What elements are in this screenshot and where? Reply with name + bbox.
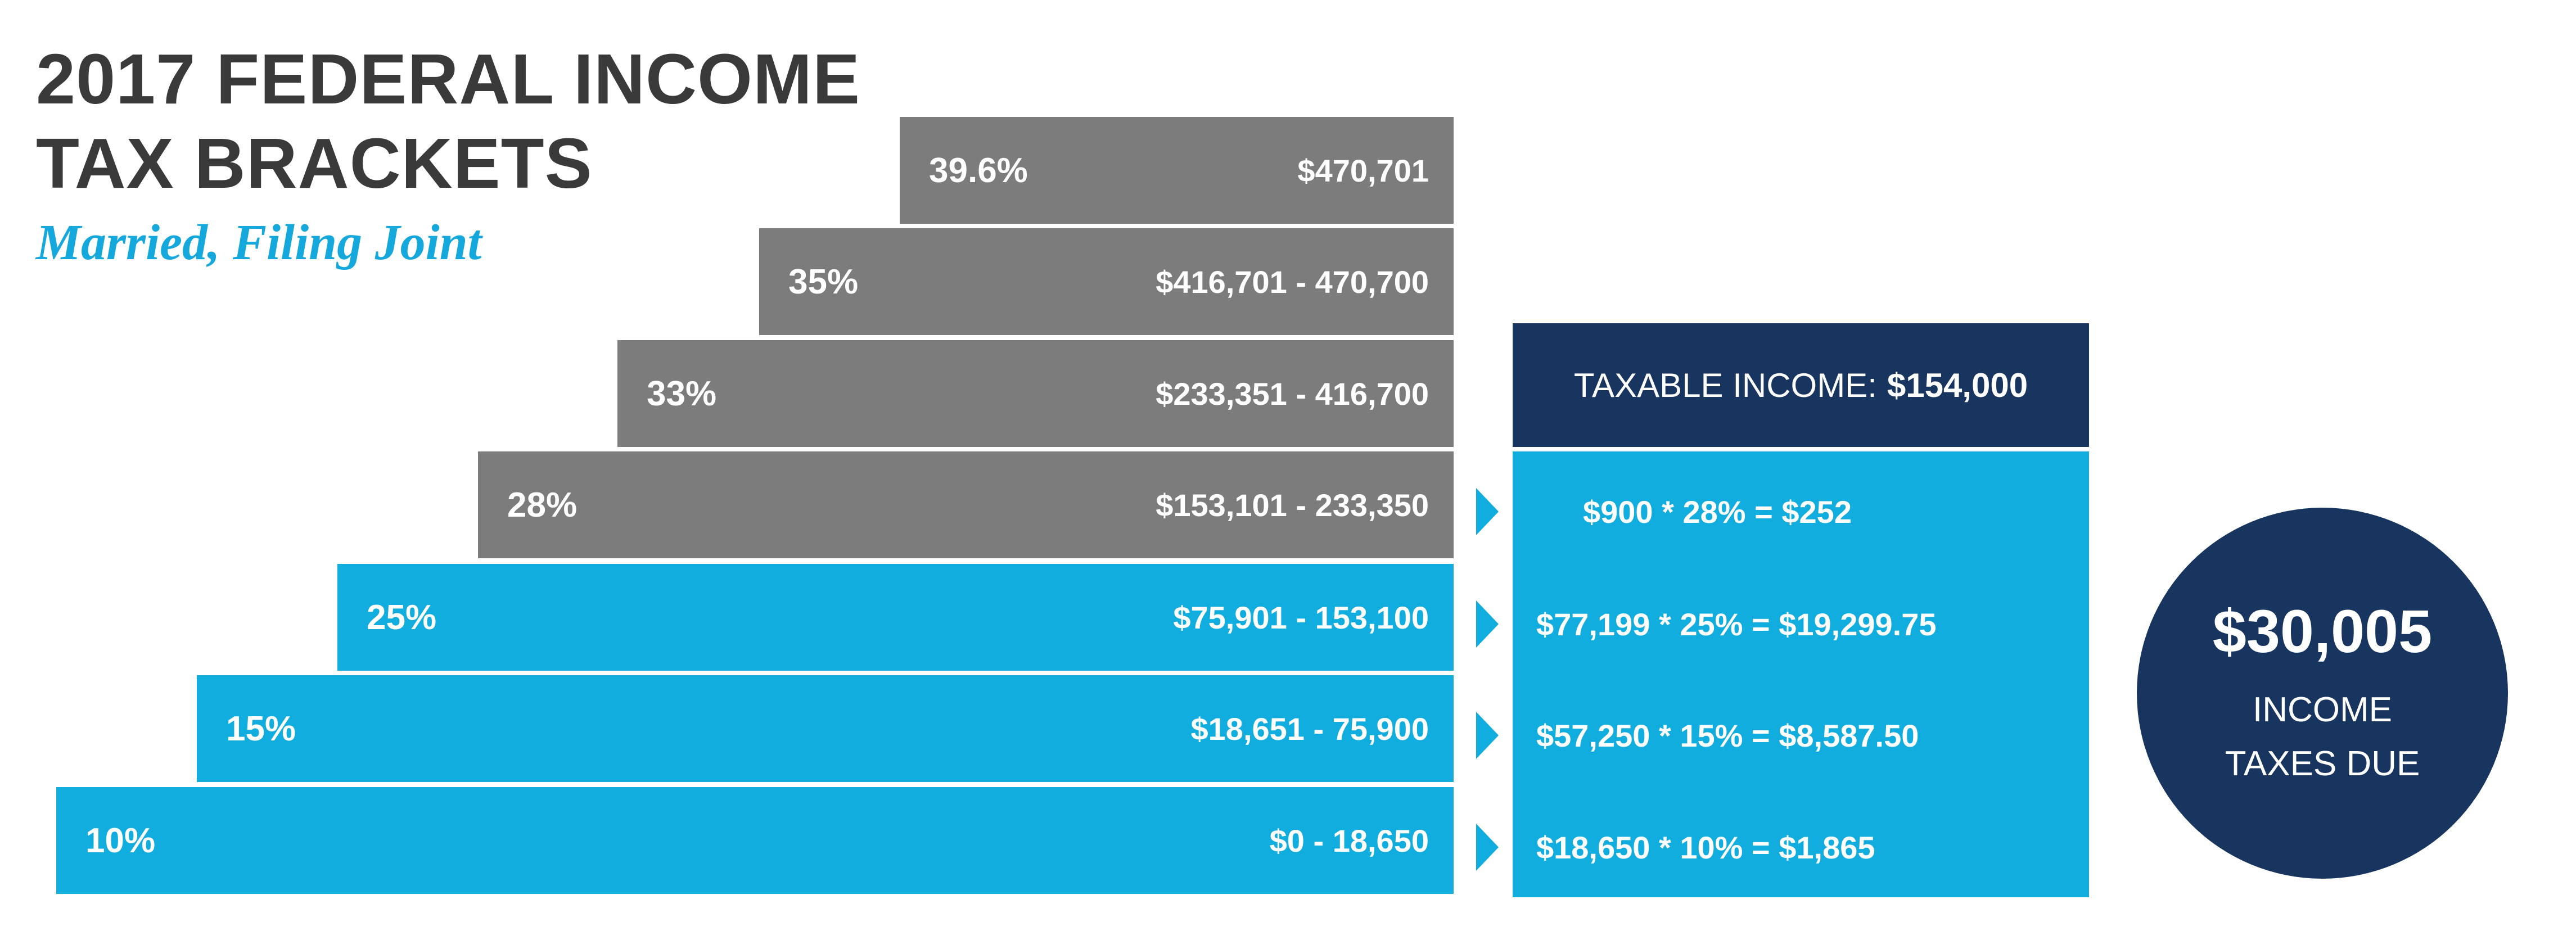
bracket-10: 10% $0 - 18,650 bbox=[56, 787, 1454, 894]
taxable-income-header: TAXABLE INCOME: $154,000 bbox=[1513, 323, 2089, 447]
bracket-15: 15% $18,651 - 75,900 bbox=[197, 675, 1454, 782]
arrow-right-icon bbox=[1476, 488, 1499, 535]
bracket-range: $0 - 18,650 bbox=[1269, 822, 1429, 858]
calculation-25: $77,199 * 25% = $19,299.75 bbox=[1536, 607, 1937, 642]
taxable-income-amount: $154,000 bbox=[1887, 366, 2028, 404]
bracket-rate: 33% bbox=[647, 374, 717, 413]
bracket-33: 33% $233,351 - 416,700 bbox=[617, 340, 1454, 447]
total-label-line-2: TAXES DUE bbox=[2225, 744, 2420, 783]
bracket-range: $75,901 - 153,100 bbox=[1173, 599, 1429, 635]
bracket-rate: 35% bbox=[788, 262, 859, 301]
title-line-2: TAX BRACKETS bbox=[36, 124, 593, 203]
bracket-range: $18,651 - 75,900 bbox=[1190, 711, 1429, 747]
bracket-range: $153,101 - 233,350 bbox=[1156, 487, 1429, 523]
arrow-right-icon bbox=[1476, 824, 1499, 871]
calculation-15: $57,250 * 15% = $8,587.50 bbox=[1536, 718, 1919, 753]
bracket-rate: 28% bbox=[507, 485, 578, 525]
bracket-range: $233,351 - 416,700 bbox=[1156, 376, 1429, 412]
calculation-10: $18,650 * 10% = $1,865 bbox=[1536, 830, 1875, 865]
total-taxes-amount: $30,005 bbox=[2212, 596, 2433, 665]
subtitle: Married, Filing Joint bbox=[36, 215, 482, 270]
bracket-rate: 39.6% bbox=[929, 151, 1028, 190]
bracket-rate: 10% bbox=[85, 821, 156, 860]
calculation-panel bbox=[1513, 451, 2089, 897]
bracket-35: 35% $416,701 - 470,700 bbox=[759, 228, 1454, 335]
total-label-line-1: INCOME bbox=[2253, 690, 2392, 729]
bracket-39-6: 39.6% $470,701 bbox=[900, 117, 1454, 224]
bracket-rate: 25% bbox=[367, 598, 437, 637]
page-title: 2017 FEDERAL INCOME TAX BRACKETS bbox=[36, 37, 860, 206]
bracket-rate: 15% bbox=[226, 709, 296, 748]
total-taxes-circle: $30,005 INCOME TAXES DUE bbox=[2137, 508, 2508, 879]
taxable-income-label: TAXABLE INCOME: bbox=[1573, 366, 1877, 404]
bracket-25: 25% $75,901 - 153,100 bbox=[337, 564, 1454, 671]
title-line-1: 2017 FEDERAL INCOME bbox=[36, 39, 861, 119]
bracket-range: $416,701 - 470,700 bbox=[1156, 264, 1429, 300]
arrow-right-icon bbox=[1476, 600, 1499, 648]
calculation-28: $900 * 28% = $252 bbox=[1583, 494, 1852, 530]
arrow-right-icon bbox=[1476, 712, 1499, 759]
bracket-28: 28% $153,101 - 233,350 bbox=[478, 451, 1454, 558]
bracket-range: $470,701 bbox=[1297, 152, 1429, 188]
